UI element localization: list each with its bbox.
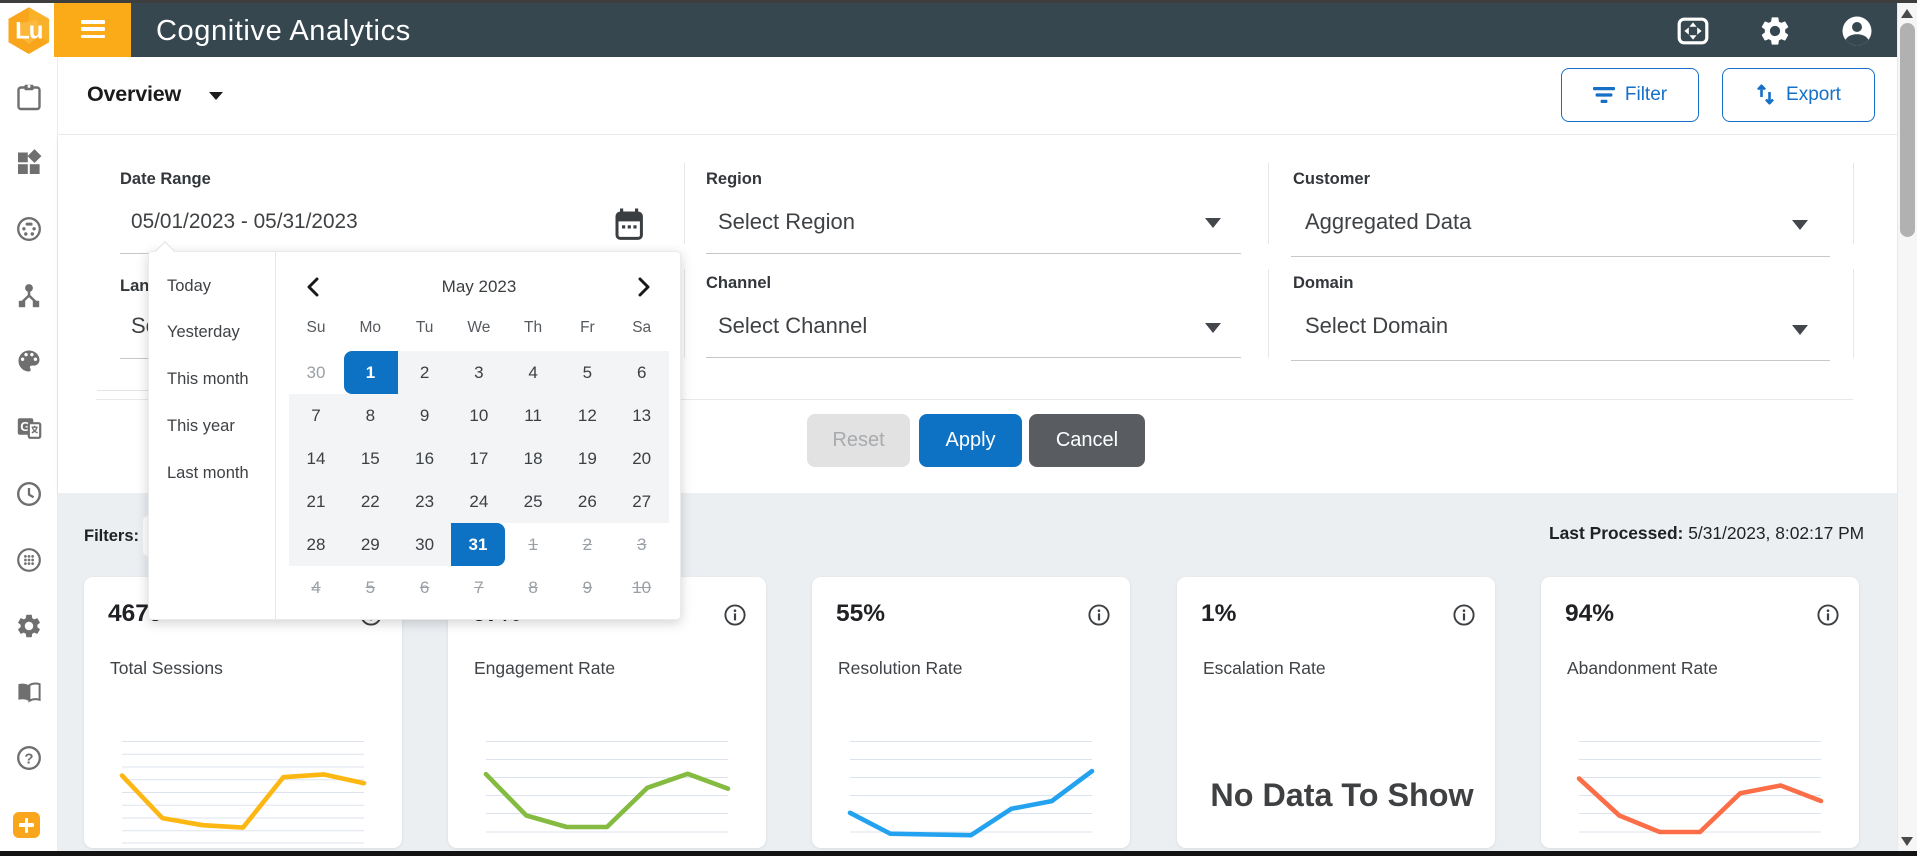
svg-text:Lu: Lu	[15, 18, 43, 45]
svg-text:?: ?	[24, 750, 33, 767]
svg-text:G: G	[20, 419, 30, 434]
